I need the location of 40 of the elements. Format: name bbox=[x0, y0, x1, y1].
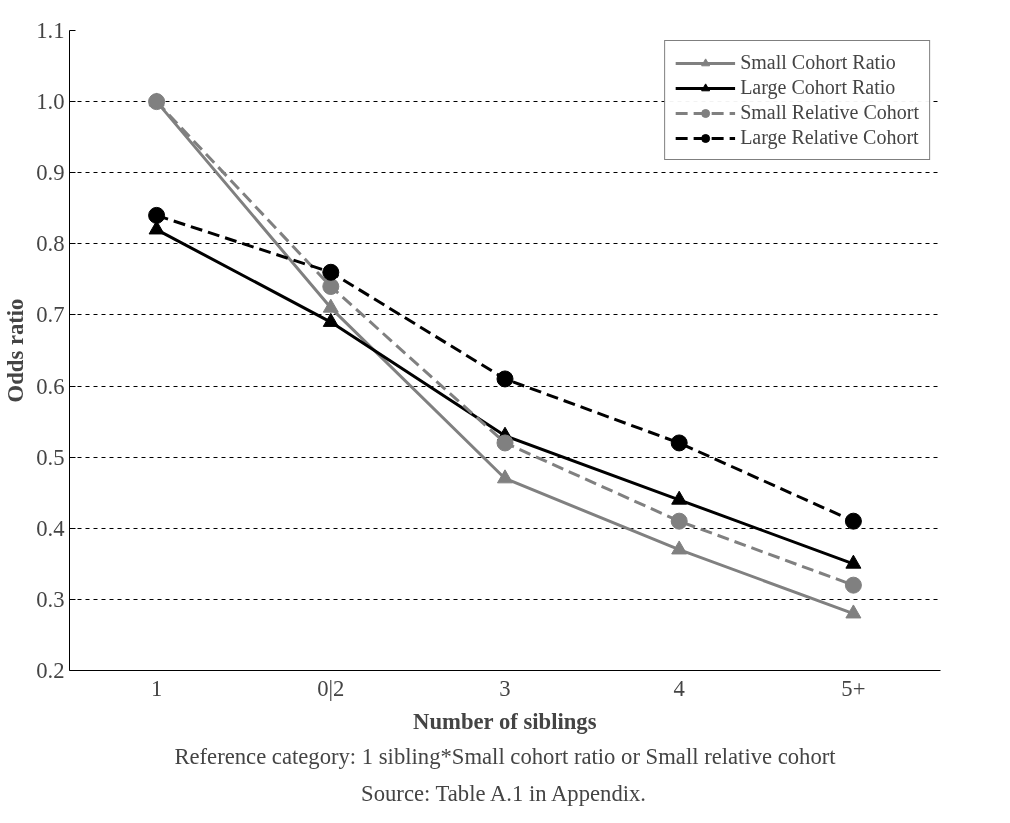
y-tick-label: 0.9 bbox=[36, 160, 65, 186]
legend-label: Small Relative Cohort bbox=[740, 101, 919, 124]
point bbox=[671, 540, 688, 555]
x-tick-label: 5+ bbox=[841, 675, 866, 701]
point bbox=[496, 370, 514, 388]
source-note: Source: Table A.1 in Appendix. bbox=[361, 780, 647, 806]
point bbox=[148, 93, 166, 111]
x-tick-label: 1 bbox=[150, 675, 163, 701]
point bbox=[670, 512, 688, 530]
x-tick-label: 0|2 bbox=[317, 675, 345, 701]
y-tick-label: 1.1 bbox=[36, 18, 65, 43]
point bbox=[844, 512, 862, 530]
x-tick-label: 3 bbox=[499, 675, 511, 701]
y-tick-label: 0.5 bbox=[36, 444, 65, 470]
x-tick-label: 4 bbox=[673, 675, 685, 701]
legend-label: Large Cohort Ratio bbox=[740, 76, 896, 99]
point bbox=[845, 554, 862, 569]
y-tick-label: 0.6 bbox=[36, 373, 65, 399]
legend-label: Small Cohort Ratio bbox=[740, 51, 896, 74]
point bbox=[671, 490, 688, 505]
y-tick-label: 0.8 bbox=[36, 231, 65, 257]
point bbox=[670, 434, 688, 452]
y-tick-label: 0.2 bbox=[36, 658, 65, 683]
x-axis-title: Number of siblings bbox=[413, 708, 597, 734]
point bbox=[322, 278, 340, 295]
point bbox=[845, 604, 862, 619]
point bbox=[322, 263, 340, 281]
y-tick-label: 0.4 bbox=[36, 515, 65, 541]
legend-label: Large Relative Cohort bbox=[740, 126, 919, 149]
y-tick-label: 1.0 bbox=[36, 89, 65, 115]
text: Reference category: 1 sibling*Small cohort ratio or Small relative cohort bbox=[174, 743, 837, 769]
point bbox=[322, 298, 339, 313]
point bbox=[148, 206, 166, 224]
y-tick-label: 0.7 bbox=[36, 302, 65, 328]
y-tick-label: 0.3 bbox=[36, 586, 65, 612]
point bbox=[496, 434, 514, 452]
point bbox=[497, 469, 513, 484]
point bbox=[844, 576, 862, 594]
point bbox=[322, 312, 339, 327]
y-axis-title: Odds ratio bbox=[3, 298, 29, 403]
